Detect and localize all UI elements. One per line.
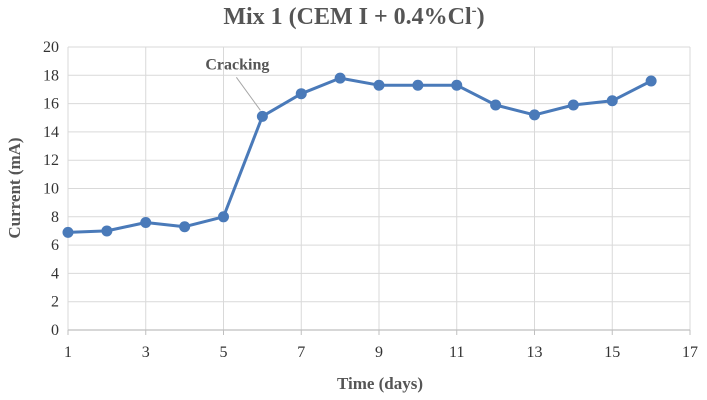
y-tick-label: 16 xyxy=(43,96,59,113)
data-point xyxy=(606,95,618,107)
x-tick-label: 7 xyxy=(297,344,305,361)
chart-title-superscript: - xyxy=(472,3,477,19)
annotation-label: Cracking xyxy=(205,56,269,73)
data-point xyxy=(62,226,74,238)
data-point xyxy=(334,72,346,84)
y-axis-title: Current (mA) xyxy=(5,137,24,238)
x-tick-label: 5 xyxy=(220,344,228,361)
data-point xyxy=(256,110,268,122)
data-point xyxy=(645,75,657,87)
x-tick-label: 3 xyxy=(142,344,150,361)
y-tick-label: 20 xyxy=(43,39,59,56)
data-point xyxy=(412,79,424,91)
data-point xyxy=(295,88,307,100)
x-tick-label: 13 xyxy=(527,344,543,361)
x-tick-label: 17 xyxy=(682,344,698,361)
chart-title-suffix: ) xyxy=(477,4,485,30)
chart-title: Mix 1 (CEM I + 0.4%Cl-) xyxy=(223,3,484,30)
y-tick-label: 4 xyxy=(51,265,59,282)
data-point xyxy=(218,211,229,223)
y-tick-label: 2 xyxy=(51,294,59,311)
data-point xyxy=(101,225,113,237)
x-tick-label: 11 xyxy=(449,344,464,361)
x-axis-title: Time (days) xyxy=(337,374,423,393)
y-tick-label: 18 xyxy=(43,67,59,84)
y-tick-label: 10 xyxy=(43,181,59,198)
data-point xyxy=(490,99,502,111)
x-tick-label: 15 xyxy=(604,344,620,361)
chart-title-main: Mix 1 (CEM I + 0.4%Cl xyxy=(223,4,472,30)
annotation-leader-line xyxy=(235,77,261,111)
data-point xyxy=(140,216,152,228)
y-tick-label: 6 xyxy=(51,237,59,254)
y-tick-label: 12 xyxy=(43,152,59,169)
data-point xyxy=(179,221,191,233)
data-point xyxy=(567,99,579,111)
y-tick-label: 14 xyxy=(43,124,59,141)
data-point xyxy=(373,79,385,91)
y-tick-label: 0 xyxy=(51,322,59,339)
x-tick-label: 9 xyxy=(375,344,383,361)
series-line xyxy=(67,76,652,234)
y-tick-label: 8 xyxy=(51,209,59,226)
data-point xyxy=(451,79,463,91)
x-tick-label: 1 xyxy=(64,344,72,361)
data-point xyxy=(529,109,540,121)
